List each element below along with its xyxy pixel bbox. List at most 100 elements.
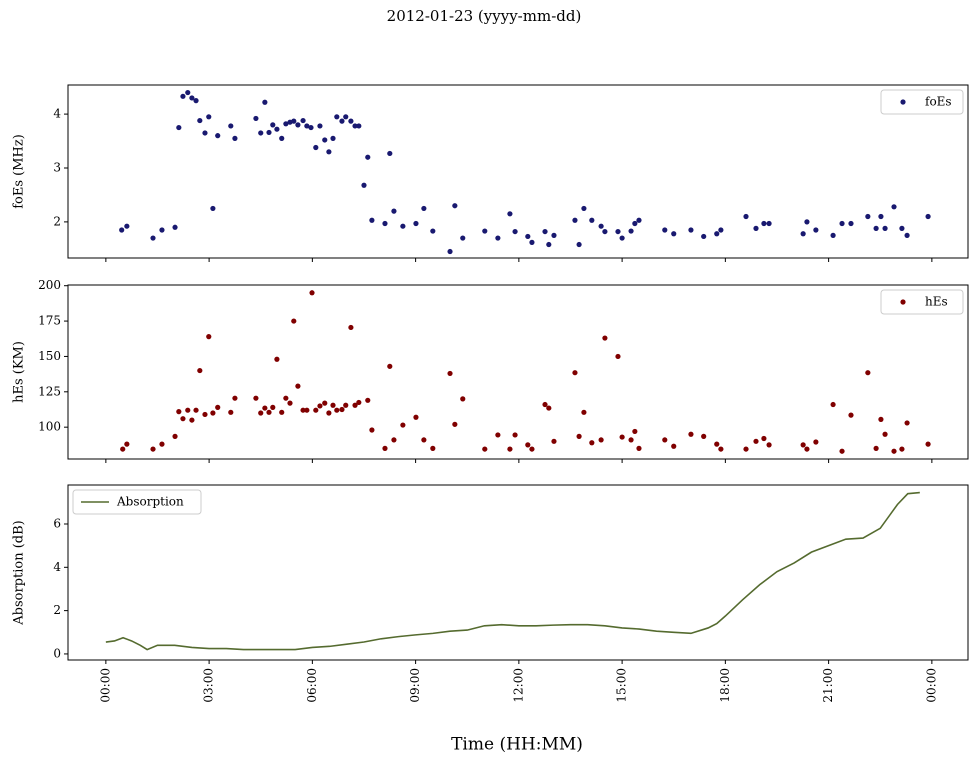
data-point: [830, 401, 836, 408]
data-point: [258, 410, 264, 416]
data-point: [291, 118, 297, 124]
data-point: [400, 422, 406, 428]
x-tick-label: 09:00: [408, 668, 422, 703]
data-point: [391, 437, 397, 443]
data-point: [662, 227, 668, 233]
data-point: [925, 441, 931, 447]
data-point: [266, 129, 272, 136]
y-tick-label: 0: [53, 646, 61, 660]
data-point: [334, 114, 340, 120]
data-point: [232, 135, 238, 141]
data-point: [185, 407, 191, 413]
data-point: [300, 407, 306, 413]
data-point: [313, 407, 319, 413]
data-point: [343, 402, 349, 408]
data-point: [189, 417, 195, 423]
data-point: [701, 233, 707, 240]
data-point: [317, 403, 323, 409]
data-point: [701, 433, 707, 439]
data-point: [447, 248, 453, 255]
data-point: [356, 123, 362, 129]
data-point: [891, 448, 897, 454]
data-point: [270, 404, 276, 410]
data-point: [369, 427, 375, 433]
y-tick-label: 100: [38, 420, 61, 434]
data-point: [551, 232, 557, 238]
x-tick-label: 06:00: [305, 668, 319, 703]
data-point: [421, 205, 427, 212]
data-point: [176, 124, 182, 131]
data-point: [761, 435, 767, 442]
data-point: [413, 414, 419, 420]
y-tick-label: 4: [53, 560, 61, 574]
data-point: [421, 437, 427, 443]
data-point: [391, 208, 397, 214]
data-point: [714, 441, 720, 447]
data-point: [688, 227, 694, 233]
data-point: [482, 228, 488, 234]
legend-swatch: [900, 299, 906, 305]
data-point: [291, 318, 297, 324]
data-point: [309, 290, 315, 296]
x-tick-label: 21:00: [821, 668, 835, 703]
data-point: [743, 213, 749, 220]
data-point: [804, 446, 810, 452]
plot-frame: [67, 84, 969, 259]
data-point: [632, 220, 638, 227]
data-point: [904, 420, 910, 426]
data-point: [447, 370, 453, 377]
data-point: [150, 446, 156, 452]
legend-box: [880, 89, 964, 115]
data-point: [589, 440, 595, 446]
data-point: [382, 220, 388, 227]
data-point: [210, 410, 216, 416]
data-point: [865, 213, 871, 220]
x-axis-label: Time (HH:MM): [451, 735, 583, 755]
data-point: [330, 135, 336, 141]
data-point: [262, 99, 268, 105]
data-point: [636, 445, 642, 451]
y-tick-label: 6: [53, 516, 61, 530]
data-point: [899, 446, 905, 452]
data-point: [671, 443, 677, 449]
data-point: [430, 445, 436, 451]
data-point: [322, 400, 328, 406]
data-point: [891, 204, 897, 210]
data-point: [202, 411, 208, 418]
data-point: [352, 402, 358, 408]
data-point: [662, 437, 668, 443]
data-point: [529, 239, 535, 245]
data-point: [546, 405, 552, 411]
data-point: [348, 324, 354, 331]
data-point: [274, 126, 280, 132]
data-point: [507, 446, 513, 452]
data-point: [460, 396, 466, 402]
data-point: [279, 409, 285, 415]
data-point: [743, 446, 749, 452]
data-point: [295, 122, 301, 128]
legend-swatch: [900, 99, 906, 105]
data-point: [576, 433, 582, 439]
data-point: [671, 231, 677, 237]
data-point: [452, 203, 458, 209]
data-point: [150, 235, 156, 241]
data-point: [339, 118, 345, 124]
y-axis-label: foEs (MHz): [12, 134, 27, 209]
plot-frame: [67, 284, 969, 460]
data-point: [619, 235, 625, 241]
data-point: [313, 144, 319, 151]
data-point: [581, 205, 587, 212]
data-point: [253, 115, 259, 122]
data-point: [525, 442, 531, 448]
legend-label: hEs: [925, 295, 948, 309]
figure-title: 2012-01-23 (yyyy-mm-dd): [387, 7, 582, 25]
data-point: [215, 133, 221, 139]
plot-frame: [67, 484, 969, 661]
data-point: [882, 225, 888, 231]
data-point: [202, 130, 208, 136]
data-point: [180, 416, 186, 422]
data-point: [848, 412, 854, 418]
data-point: [326, 149, 332, 155]
data-point: [507, 211, 513, 217]
